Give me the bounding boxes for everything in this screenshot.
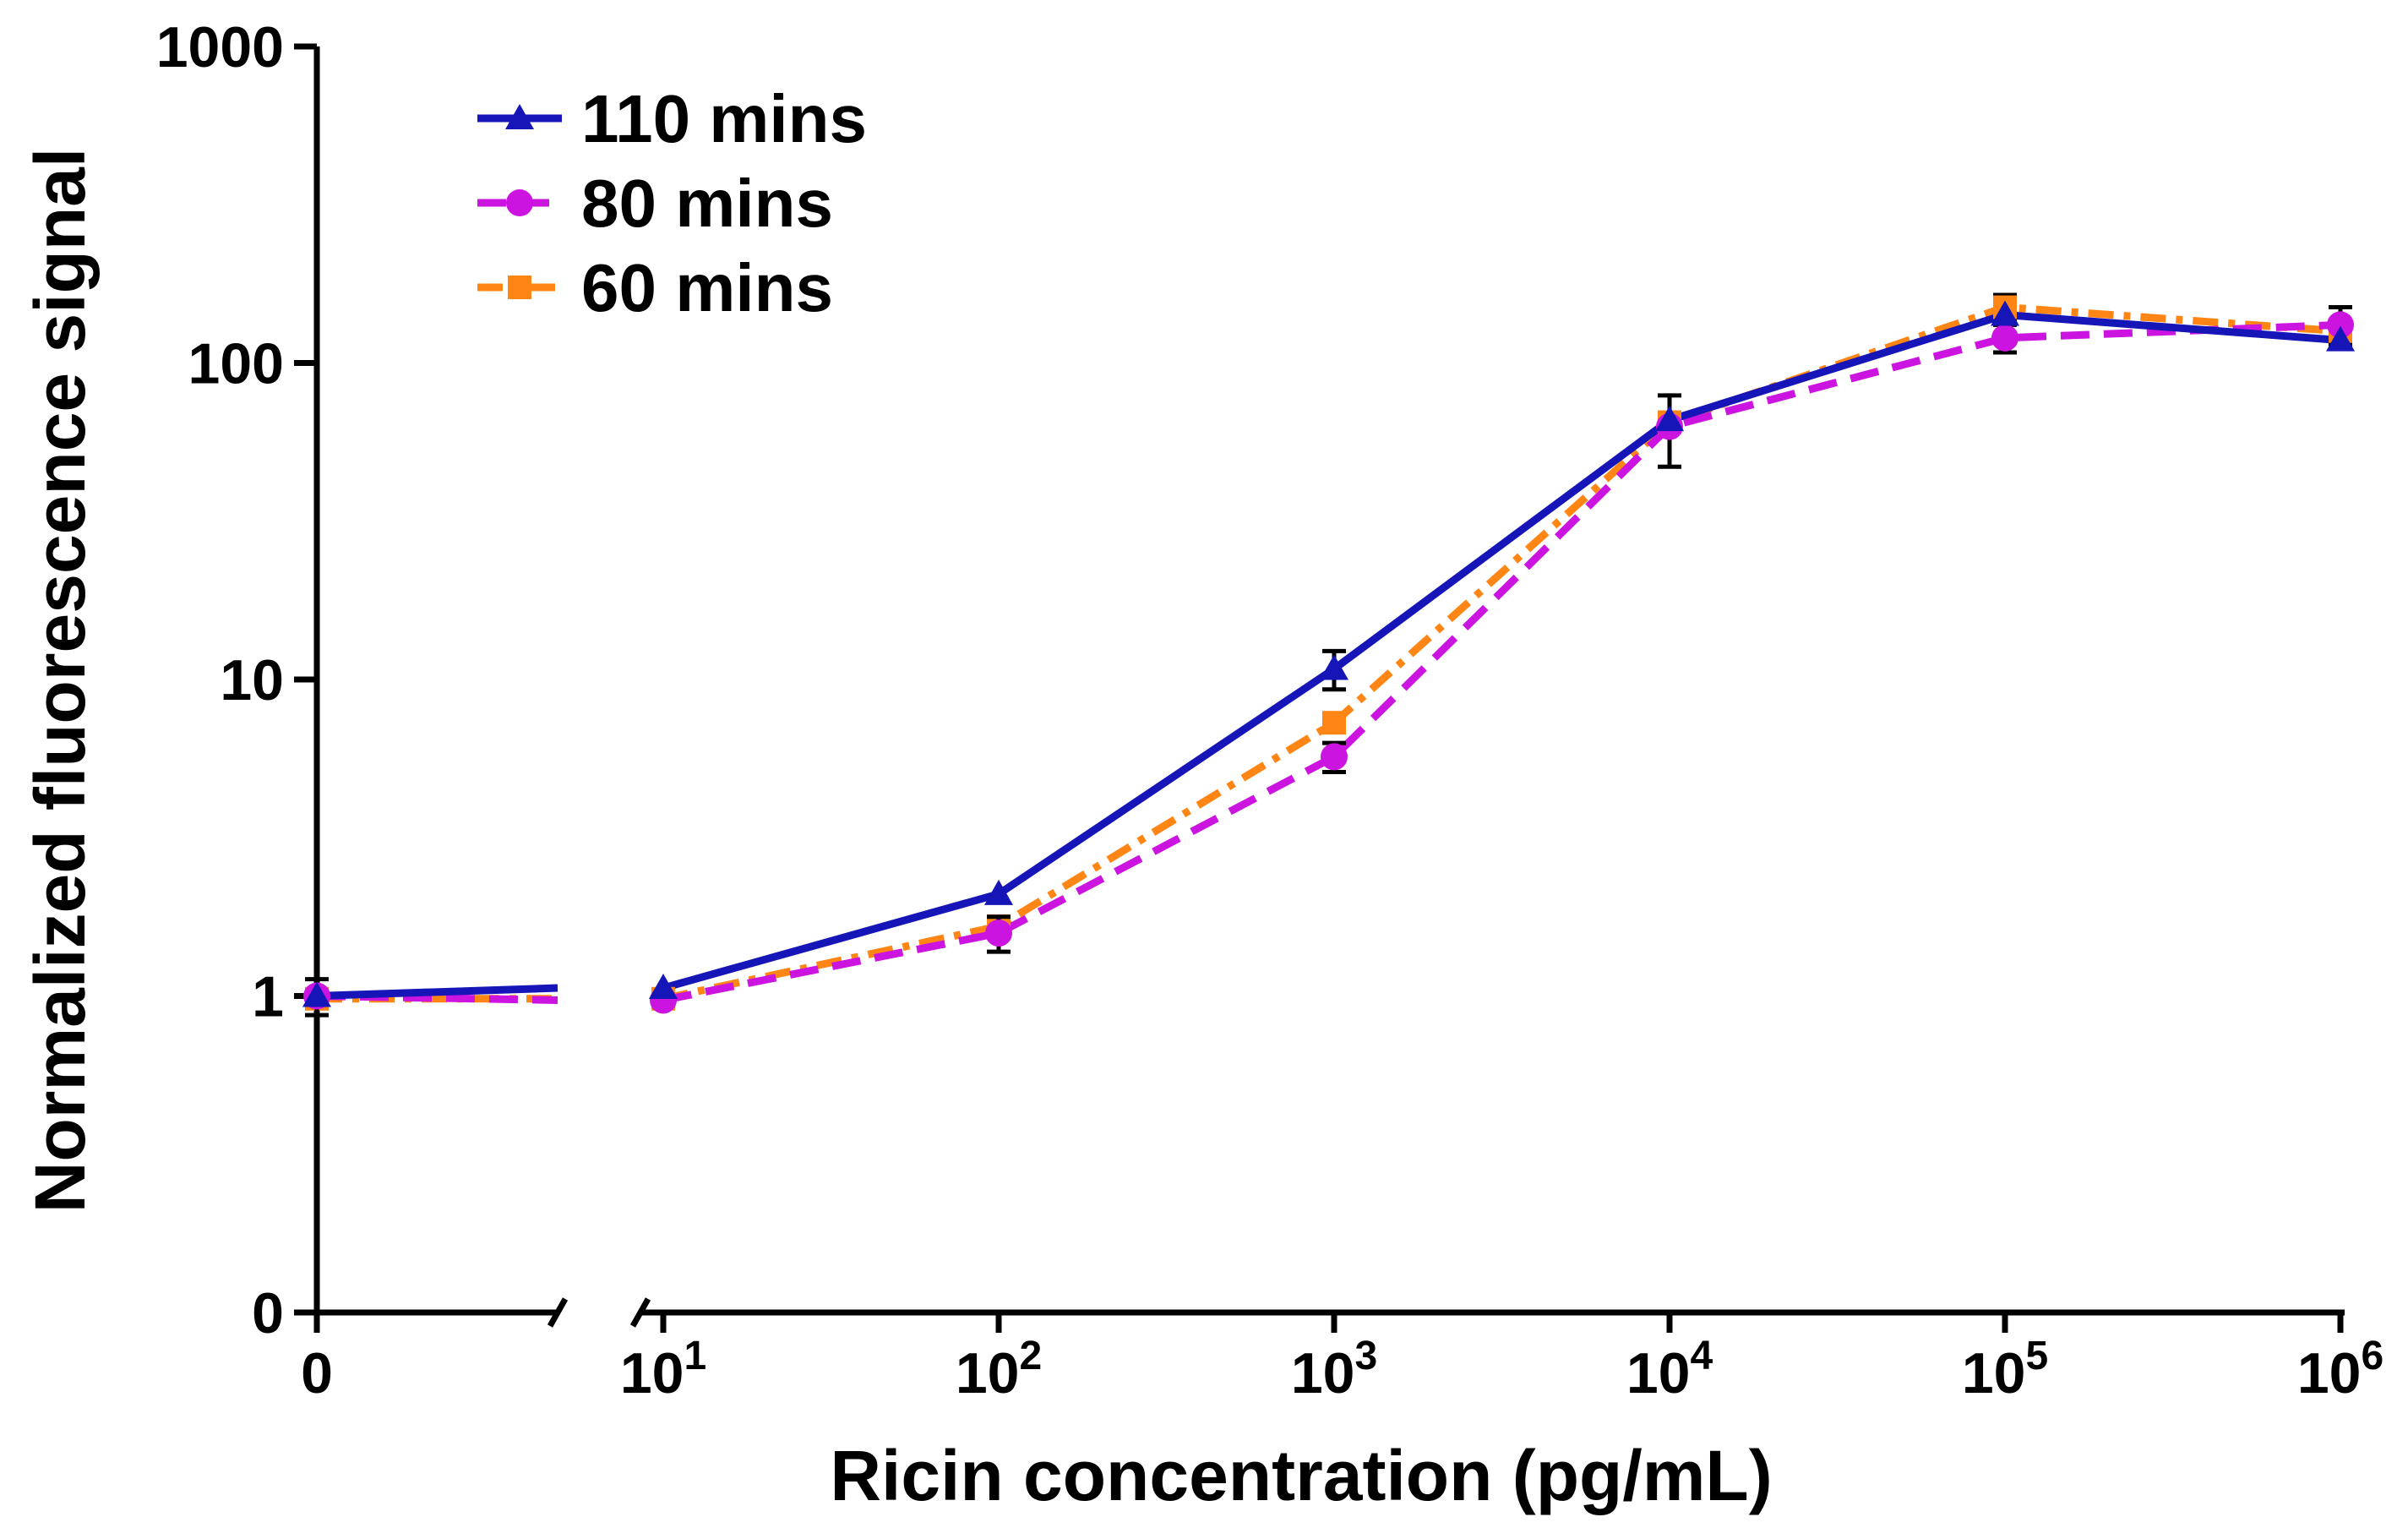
marker-circle: [985, 920, 1012, 947]
y-tick-label: 100: [188, 332, 284, 396]
x-tick-label: 0: [301, 1341, 333, 1405]
y-ticks: 0 1 10 100 1000: [156, 15, 317, 1345]
x-tick-exponent: 1: [684, 1334, 706, 1378]
x-axis-title: Ricin concentration (pg/mL): [830, 1436, 1772, 1515]
marker-triangle: [302, 981, 331, 1007]
x-tick-exponent: 4: [1690, 1334, 1713, 1378]
series-line: [662, 310, 2341, 992]
y-tick-label: 1: [252, 965, 284, 1029]
x-tick-label: 101: [620, 1334, 706, 1405]
legend-label: 60 mins: [581, 250, 833, 325]
x-tick-label: 105: [1962, 1334, 2048, 1405]
legend-label: 110 mins: [581, 81, 867, 156]
marker-triangle: [1320, 654, 1348, 680]
marker-triangle: [649, 974, 678, 1000]
marker-square: [508, 276, 531, 299]
series-line: [662, 320, 2341, 1004]
x-tick-label: 104: [1626, 1334, 1713, 1405]
plot-series: [302, 292, 2355, 1018]
series-80-mins: [316, 320, 2341, 1004]
marker-triangle: [1655, 406, 1684, 432]
x-tick-label: 103: [1291, 1334, 1377, 1405]
y-tick-label: 10: [220, 648, 284, 712]
marker-triangle: [1991, 300, 2019, 326]
series-points-110-mins: [302, 300, 2355, 1007]
marker-circle: [1991, 324, 2018, 352]
series-60-mins: [317, 303, 2341, 1003]
axis-break-mark-left: [547, 1297, 569, 1328]
marker-circle: [2327, 311, 2354, 339]
legend-item: 110 mins: [477, 81, 867, 156]
y-axis-title: Normalized fluorescence signal: [20, 148, 100, 1213]
y-tick-label: 1000: [156, 15, 284, 79]
series-line-break-segment: [316, 984, 558, 1000]
marker-circle: [1321, 743, 1348, 771]
legend-item: 80 mins: [477, 166, 833, 241]
series-line: [662, 303, 2341, 1003]
y-tick-label: 0: [252, 1281, 284, 1345]
x-tick-exponent: 3: [1354, 1334, 1377, 1378]
marker-square: [1322, 711, 1346, 735]
x-ticks: 0 101 102 103 104 105 106: [301, 1312, 2383, 1405]
legend: 110 mins 80 mins 60 mins: [477, 81, 867, 325]
x-tick-exponent: 6: [2361, 1334, 2383, 1378]
x-tick-label: 106: [2297, 1334, 2383, 1405]
marker-triangle: [505, 104, 534, 129]
x-tick-exponent: 5: [2025, 1334, 2048, 1378]
x-tick-label: 102: [956, 1334, 1042, 1405]
marker-triangle: [984, 879, 1013, 905]
series-points-80-mins: [303, 305, 2354, 1018]
marker-circle: [506, 189, 533, 216]
marker-triangle: [2326, 325, 2355, 352]
series-110-mins: [316, 310, 2341, 1000]
x-tick-exponent: 2: [1019, 1334, 1042, 1378]
legend-item: 60 mins: [477, 250, 833, 325]
legend-label: 80 mins: [581, 166, 833, 241]
series-line-break-segment: [316, 992, 558, 1004]
axis-break-mark-right: [629, 1297, 651, 1328]
